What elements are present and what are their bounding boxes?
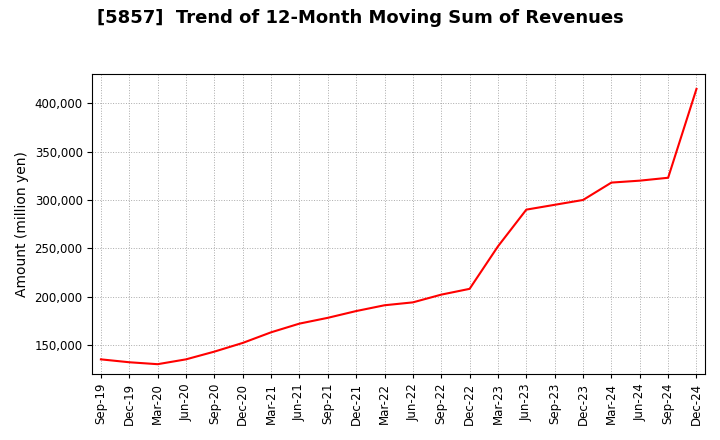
- Text: [5857]  Trend of 12-Month Moving Sum of Revenues: [5857] Trend of 12-Month Moving Sum of R…: [96, 9, 624, 27]
- Y-axis label: Amount (million yen): Amount (million yen): [15, 151, 29, 297]
